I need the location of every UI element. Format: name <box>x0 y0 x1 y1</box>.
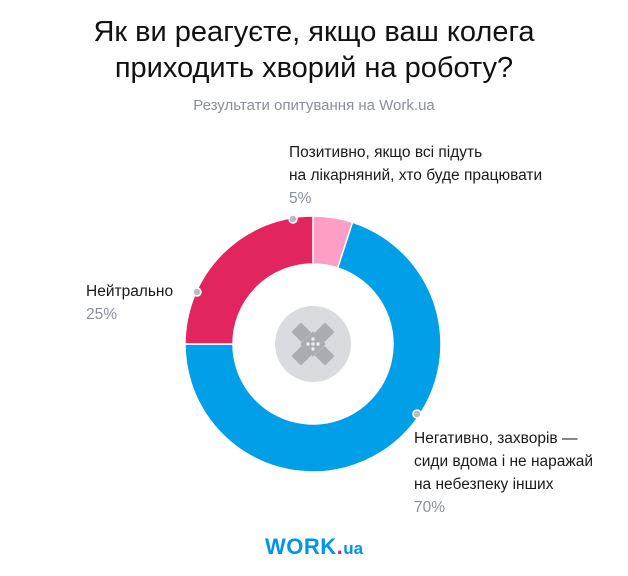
slice-label-negative-line-3: на небезпеку інших <box>414 476 554 493</box>
logo-tld: ua <box>343 539 364 558</box>
slice-label-neutral: Нейтрально 25% <box>86 280 173 326</box>
logo-word: WORK <box>264 534 337 559</box>
marker-dot-negative <box>412 409 422 419</box>
slice-value-neutral: 25% <box>86 306 118 323</box>
slice-label-positive-line-2: на лікарняний, хто буде працювати <box>289 167 543 184</box>
slice-neutral <box>184 215 314 345</box>
work-ua-logo: WORK.ua <box>0 534 628 560</box>
chart-subtitle: Результати опитування на Work.ua <box>193 97 435 114</box>
slice-label-positive: Позитивно, якщо всі підуть на лікарняний… <box>289 141 542 210</box>
slice-label-positive-line-1: Позитивно, якщо всі підуть <box>289 144 483 161</box>
marker-dot-neutral <box>192 287 202 297</box>
chart-title: Як ви реагуєте, якщо ваш колега приходит… <box>0 14 628 86</box>
chart-title-line-2: приходить хворий на роботу? <box>114 52 514 84</box>
slice-negative <box>184 221 442 473</box>
slice-value-negative: 70% <box>414 499 446 516</box>
logo-dot: . <box>336 534 344 559</box>
marker-dot-positive <box>288 214 298 224</box>
chart-title-line-1: Як ви реагуєте, якщо ваш колега <box>93 16 535 48</box>
slice-value-positive: 5% <box>289 190 312 207</box>
slice-label-negative: Негативно, захворів — сиди вдома і не на… <box>414 427 593 519</box>
slice-label-neutral-line-1: Нейтрально <box>86 283 174 300</box>
bandage-icon <box>275 306 351 382</box>
slice-label-negative-line-2: сиди вдома і не наражай <box>414 453 594 470</box>
slice-label-negative-line-1: Негативно, захворів — <box>414 430 578 447</box>
